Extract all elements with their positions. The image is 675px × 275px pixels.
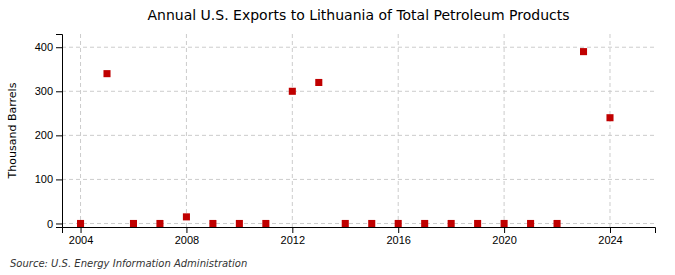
grid-line bbox=[186, 34, 187, 227]
point bbox=[554, 220, 561, 227]
tick-label: 100 bbox=[35, 173, 53, 185]
tick-label: 2012 bbox=[281, 234, 305, 246]
grid-line bbox=[62, 179, 655, 180]
tick: 2008 bbox=[175, 227, 199, 246]
tick: 0 bbox=[47, 217, 62, 229]
tick-mark bbox=[56, 135, 62, 136]
axis-line bbox=[56, 35, 63, 228]
point bbox=[527, 220, 534, 227]
tick: 100 bbox=[35, 173, 62, 185]
point bbox=[183, 213, 190, 220]
tick: 2004 bbox=[69, 227, 93, 246]
tick-mark bbox=[56, 91, 62, 92]
tick-mark bbox=[398, 227, 399, 233]
grid-line bbox=[292, 34, 293, 227]
tick: 200 bbox=[35, 129, 62, 141]
tick-mark bbox=[504, 227, 505, 233]
tick: 300 bbox=[35, 85, 62, 97]
grid-line bbox=[62, 47, 655, 48]
tick: 2012 bbox=[281, 227, 305, 246]
tick-label: 300 bbox=[35, 85, 53, 97]
tick-label: 2024 bbox=[598, 234, 622, 246]
tick: 2016 bbox=[386, 227, 410, 246]
tick-mark bbox=[292, 227, 293, 233]
chart: 2004 2008 2012 2016 2020 2024 0 100 200 300 400 Ann… bbox=[0, 0, 675, 275]
point bbox=[606, 114, 613, 121]
y-axis: 0 100 200 300 400 bbox=[35, 35, 63, 230]
grid-line bbox=[62, 135, 655, 136]
tick-mark bbox=[56, 179, 62, 180]
tick-label: 2004 bbox=[69, 234, 93, 246]
point bbox=[395, 220, 402, 227]
point bbox=[209, 220, 216, 227]
point bbox=[236, 220, 243, 227]
point bbox=[103, 70, 110, 77]
x-axis: 2004 2008 2012 2016 2020 2024 bbox=[63, 227, 656, 246]
tick-label: 0 bbox=[47, 217, 53, 229]
tick-mark bbox=[56, 47, 62, 48]
point bbox=[156, 220, 163, 227]
grid bbox=[62, 34, 655, 227]
grid-line bbox=[80, 34, 81, 227]
tick-mark bbox=[186, 227, 187, 233]
point bbox=[342, 220, 349, 227]
grid-line bbox=[62, 91, 655, 92]
point bbox=[421, 220, 428, 227]
tick: 400 bbox=[35, 41, 62, 53]
tick-label: 200 bbox=[35, 129, 53, 141]
tick-label: 2008 bbox=[175, 234, 199, 246]
grid-line bbox=[62, 223, 655, 224]
grid-line bbox=[398, 34, 399, 227]
point bbox=[501, 220, 508, 227]
title: Annual U.S. Exports to Lithuania of Tota… bbox=[147, 7, 569, 23]
point bbox=[368, 220, 375, 227]
points bbox=[77, 48, 614, 227]
point bbox=[315, 79, 322, 86]
plot: 2004 2008 2012 2016 2020 2024 0 100 200 300 400 bbox=[35, 34, 656, 246]
tick-mark bbox=[610, 227, 611, 233]
annotation: Source: U.S. Energy Information Administ… bbox=[10, 258, 247, 269]
grid-line bbox=[504, 34, 505, 227]
point bbox=[448, 220, 455, 227]
tick-label: 2016 bbox=[386, 234, 410, 246]
grid-line bbox=[609, 34, 610, 227]
tick-mark bbox=[81, 227, 82, 233]
tick-mark bbox=[56, 223, 62, 224]
point bbox=[580, 48, 587, 55]
point bbox=[289, 88, 296, 95]
tick: 2020 bbox=[492, 227, 516, 246]
point bbox=[77, 220, 84, 227]
y-axis-title: Thousand Barrels bbox=[6, 82, 19, 179]
tick-label: 400 bbox=[35, 41, 53, 53]
point bbox=[130, 220, 137, 227]
tick: 2024 bbox=[598, 227, 622, 246]
point bbox=[474, 220, 481, 227]
tick-label: 2020 bbox=[492, 234, 516, 246]
axis-line bbox=[63, 228, 656, 234]
point bbox=[262, 220, 269, 227]
